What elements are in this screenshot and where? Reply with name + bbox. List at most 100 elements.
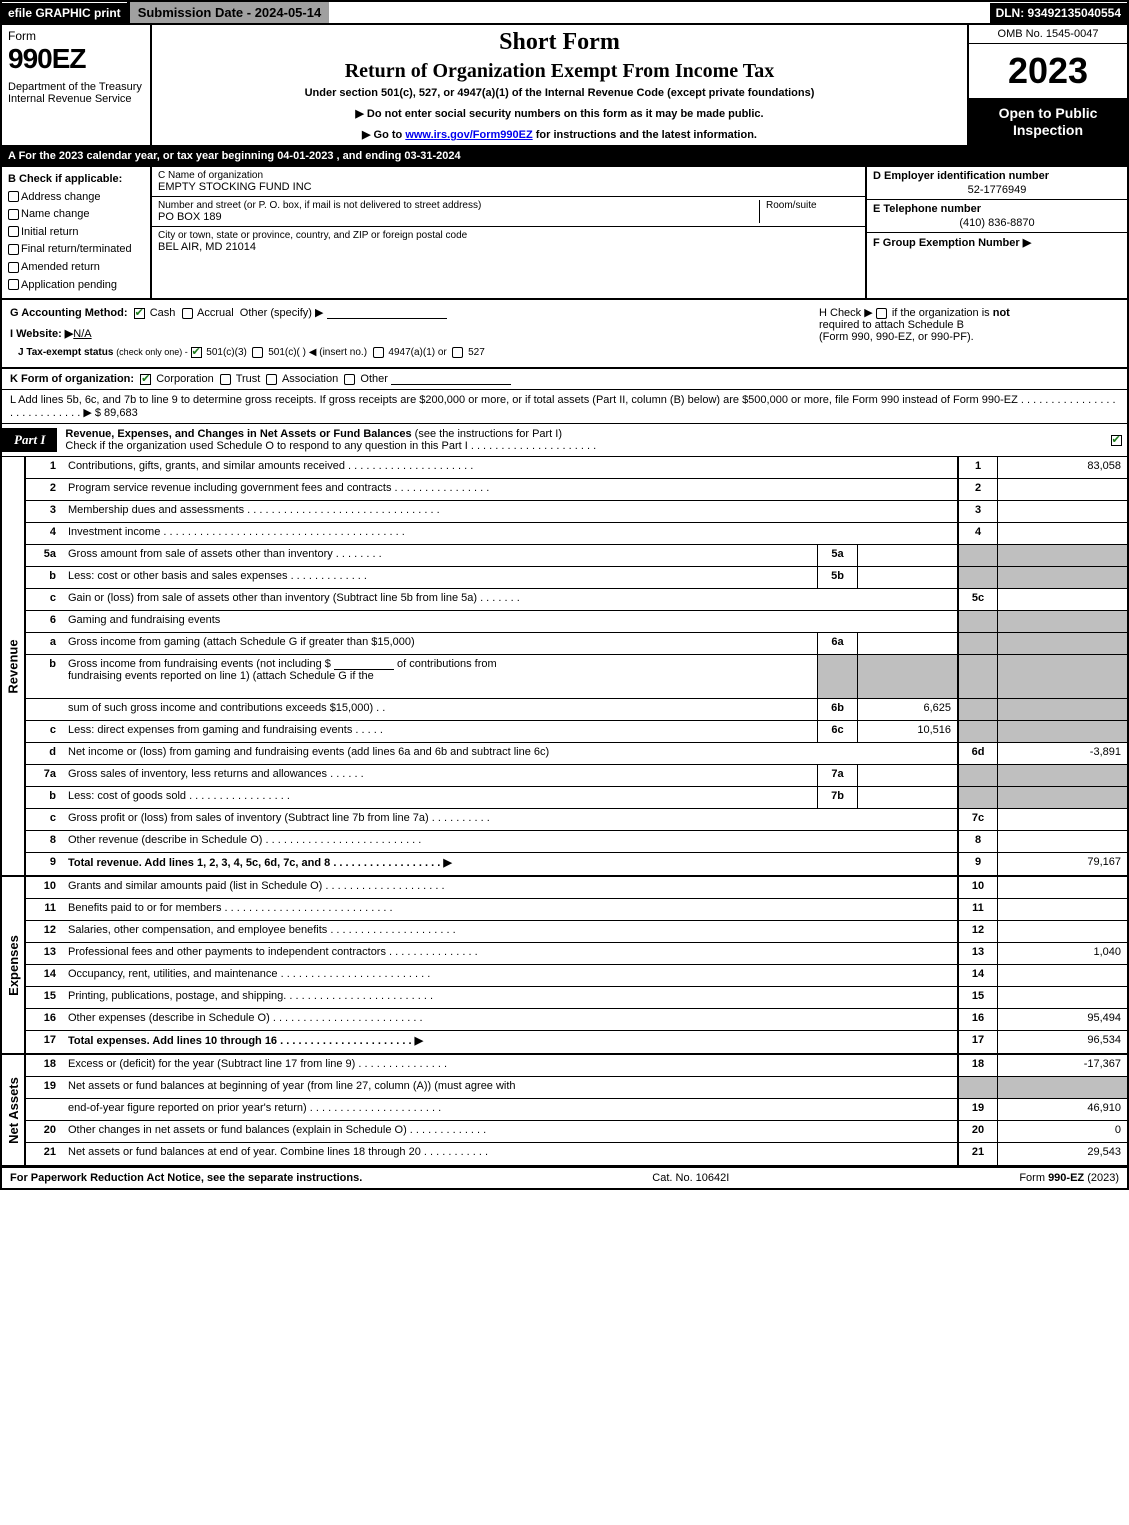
cb-501c[interactable]	[252, 347, 263, 358]
expenses-body: 10 Grants and similar amounts paid (list…	[26, 877, 1127, 1053]
cb-name[interactable]: Name change	[8, 206, 144, 224]
cb-trust[interactable]	[220, 374, 231, 385]
line-6b-upper: b Gross income from fundraising events (…	[26, 655, 1127, 699]
cb-pending[interactable]: Application pending	[8, 277, 144, 295]
street-cell: Number and street (or P. O. box, if mail…	[152, 197, 865, 227]
revenue-body: 1 Contributions, gifts, grants, and simi…	[26, 457, 1127, 875]
l6c-sv: 10,516	[857, 721, 957, 742]
line-3: 3 Membership dues and assessments . . . …	[26, 501, 1127, 523]
assoc-label: Association	[282, 373, 338, 385]
l6b-desc2: sum of such gross income and contributio…	[62, 699, 817, 720]
l13-rval: 1,040	[997, 943, 1127, 964]
expenses-block: Expenses 10 Grants and similar amounts p…	[2, 877, 1127, 1055]
part1-title-b: Revenue, Expenses, and Changes in Net As…	[65, 428, 411, 440]
l8-num: 8	[26, 831, 62, 852]
cb-schedule-b[interactable]	[876, 308, 887, 319]
tax-year: 2023	[969, 44, 1127, 99]
l5a-num: 5a	[26, 545, 62, 566]
l21-rnum: 21	[957, 1143, 997, 1165]
l3-desc: Membership dues and assessments . . . . …	[62, 501, 957, 522]
other-blank	[327, 307, 447, 319]
l12-desc: Salaries, other compensation, and employ…	[62, 921, 957, 942]
part1-title: Revenue, Expenses, and Changes in Net As…	[57, 424, 1107, 456]
l5a-rval	[997, 545, 1127, 566]
cb-527[interactable]	[452, 347, 463, 358]
501c3-label: 501(c)(3)	[206, 347, 247, 358]
l6c-num: c	[26, 721, 62, 742]
cb-schedule-o[interactable]	[1111, 435, 1122, 446]
col-c-d: C Name of organization EMPTY STOCKING FU…	[152, 167, 1127, 298]
l5b-rnum	[957, 567, 997, 588]
l5a-sv	[857, 545, 957, 566]
row-c: C Name of organization EMPTY STOCKING FU…	[152, 167, 1127, 298]
line-5c: c Gain or (loss) from sale of assets oth…	[26, 589, 1127, 611]
l6c-rval	[997, 721, 1127, 742]
grp-cell: F Group Exemption Number ▶	[867, 233, 1127, 252]
l12-rnum: 12	[957, 921, 997, 942]
line-18: 18 Excess or (deficit) for the year (Sub…	[26, 1055, 1127, 1077]
website-val: N/A	[73, 328, 91, 340]
dln: DLN: 93492135040554	[990, 3, 1127, 23]
d-right-col: D Employer identification number 52-1776…	[867, 167, 1127, 298]
org-info: C Name of organization EMPTY STOCKING FU…	[152, 167, 867, 298]
l6d-num: d	[26, 743, 62, 764]
irs: Internal Revenue Service	[8, 93, 144, 105]
line-4: 4 Investment income . . . . . . . . . . …	[26, 523, 1127, 545]
l6b-num2	[26, 699, 62, 720]
cb-initial[interactable]: Initial return	[8, 224, 144, 242]
cb-other-org[interactable]	[344, 374, 355, 385]
part1-sub: Check if the organization used Schedule …	[65, 440, 596, 452]
l4-num: 4	[26, 523, 62, 544]
l13-num: 13	[26, 943, 62, 964]
cb-cash[interactable]	[134, 308, 145, 319]
l5c-rval	[997, 589, 1127, 610]
cb-amended[interactable]: Amended return	[8, 259, 144, 277]
l5b-sv	[857, 567, 957, 588]
l4-rnum: 4	[957, 523, 997, 544]
cb-assoc[interactable]	[266, 374, 277, 385]
line-20: 20 Other changes in net assets or fund b…	[26, 1121, 1127, 1143]
irs-link[interactable]: www.irs.gov/Form990EZ	[405, 129, 532, 141]
cb-4947[interactable]	[373, 347, 384, 358]
l16-rnum: 16	[957, 1009, 997, 1030]
submission-date: Submission Date - 2024-05-14	[127, 2, 330, 23]
revenue-side-label: Revenue	[2, 457, 26, 875]
line-6c: c Less: direct expenses from gaming and …	[26, 721, 1127, 743]
cb-corp[interactable]	[140, 374, 151, 385]
l8-rval	[997, 831, 1127, 852]
l9-rval: 79,167	[997, 853, 1127, 875]
line-6b-lower: sum of such gross income and contributio…	[26, 699, 1127, 721]
l1-rnum: 1	[957, 457, 997, 478]
ein-label: D Employer identification number	[873, 170, 1121, 182]
l5c-desc: Gain or (loss) from sale of assets other…	[62, 589, 957, 610]
l11-desc: Benefits paid to or for members . . . . …	[62, 899, 957, 920]
l18-rnum: 18	[957, 1055, 997, 1076]
cb-501c3[interactable]	[191, 347, 202, 358]
net-assets-block: Net Assets 18 Excess or (deficit) for th…	[2, 1055, 1127, 1167]
l7c-rval	[997, 809, 1127, 830]
cb-address[interactable]: Address change	[8, 189, 144, 207]
efile-print-link[interactable]: efile GRAPHIC print	[2, 3, 127, 23]
page-footer: For Paperwork Reduction Act Notice, see …	[2, 1167, 1127, 1188]
revenue-block: Revenue 1 Contributions, gifts, grants, …	[2, 457, 1127, 877]
l14-rnum: 14	[957, 965, 997, 986]
line-7a: 7a Gross sales of inventory, less return…	[26, 765, 1127, 787]
l1-rval: 83,058	[997, 457, 1127, 478]
line-16: 16 Other expenses (describe in Schedule …	[26, 1009, 1127, 1031]
l12-rval	[997, 921, 1127, 942]
line-14: 14 Occupancy, rent, utilities, and maint…	[26, 965, 1127, 987]
header-note1: ▶ Do not enter social security numbers o…	[160, 107, 959, 120]
cb-final[interactable]: Final return/terminated	[8, 241, 144, 259]
section-b-c-d: B Check if applicable: Address change Na…	[2, 167, 1127, 300]
line-11: 11 Benefits paid to or for members . . .…	[26, 899, 1127, 921]
l12-num: 12	[26, 921, 62, 942]
form-header: Form 990EZ Department of the Treasury In…	[2, 25, 1127, 147]
l6a-rval	[997, 633, 1127, 654]
l11-rnum: 11	[957, 899, 997, 920]
street-label: Number and street (or P. O. box, if mail…	[158, 200, 759, 211]
l17-rval: 96,534	[997, 1031, 1127, 1053]
l15-desc: Printing, publications, postage, and shi…	[62, 987, 957, 1008]
row-a-tax-year: A For the 2023 calendar year, or tax yea…	[2, 147, 1127, 167]
cb-accrual[interactable]	[182, 308, 193, 319]
l15-num: 15	[26, 987, 62, 1008]
